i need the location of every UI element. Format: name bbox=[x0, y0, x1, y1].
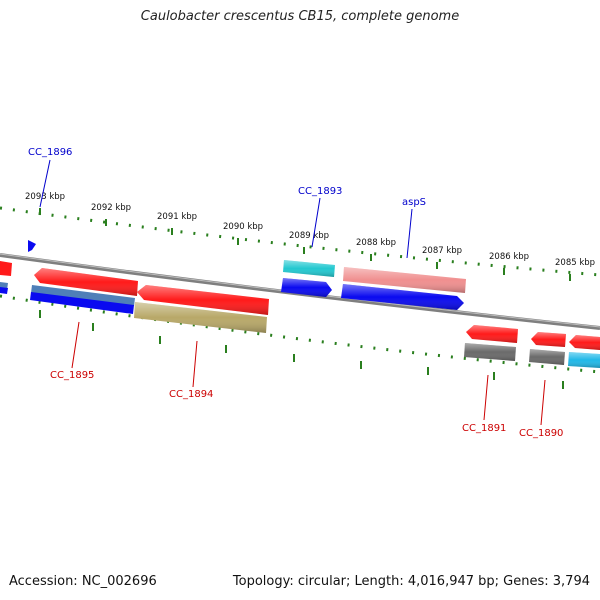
gene-label-leader bbox=[540, 379, 546, 426]
gene-label[interactable]: aspS bbox=[402, 197, 426, 208]
gene-feature-cc1896-marker[interactable] bbox=[28, 240, 36, 252]
tick-label: 2089 kbp bbox=[289, 231, 329, 241]
tick-label: 2086 kbp bbox=[489, 252, 529, 262]
major-ticks bbox=[39, 208, 571, 389]
gene-feature-cc1890-shade bbox=[529, 349, 565, 365]
gene-label-leader bbox=[39, 159, 51, 208]
tick-label: 2090 kbp bbox=[223, 222, 263, 232]
gene-label[interactable]: CC_1894 bbox=[169, 389, 213, 400]
gene-feature-cc1894-shade bbox=[134, 302, 267, 333]
tick-label: 2085 kbp bbox=[555, 258, 595, 268]
gene-label[interactable]: CC_1890 bbox=[519, 428, 563, 439]
gene-feature-asps-shade bbox=[343, 267, 466, 293]
gene-feature-cc1891-red-shade bbox=[466, 325, 518, 343]
gene-label[interactable]: CC_1891 bbox=[462, 423, 506, 434]
gene-label-leader bbox=[483, 374, 489, 421]
gene-feature-cc1890-red-shade bbox=[531, 332, 566, 347]
tick-label: 2088 kbp bbox=[356, 238, 396, 248]
gene-label-leader bbox=[192, 340, 198, 388]
gene-feature-cc1892-shade bbox=[281, 278, 332, 297]
gene-label-leader bbox=[71, 321, 80, 369]
gene-feature-cc1895[interactable] bbox=[31, 285, 135, 306]
map-title: Caulobacter crescentus CB15, complete ge… bbox=[140, 9, 460, 24]
gene-label[interactable]: CC_1896 bbox=[28, 147, 72, 158]
gene-feature-cc1895-blue[interactable] bbox=[30, 292, 134, 314]
accession-text: Accession: NC_002696 bbox=[9, 574, 157, 589]
forward-strand-features bbox=[28, 240, 466, 310]
tick-label: 2087 kbp bbox=[422, 246, 462, 256]
gene-feature-cc1893-shade bbox=[283, 260, 335, 277]
genome-summary-text: Topology: circular; Length: 4,016,947 bp… bbox=[232, 574, 590, 589]
gene-feature-cc1895-red-shade bbox=[34, 268, 138, 296]
tick-label: 2092 kbp bbox=[91, 203, 131, 213]
gene-feature-cc1894-red-shade bbox=[137, 285, 269, 315]
inner-ruler-track bbox=[0, 294, 600, 374]
gene-feature-left-edge-red[interactable] bbox=[0, 261, 12, 276]
gene-feature-left-edge-blue2[interactable] bbox=[0, 287, 8, 294]
gene-feature-right-edge-cyan-shade bbox=[568, 352, 600, 368]
gene-label-leader bbox=[311, 197, 321, 248]
gene-feature-aspS-low-shade bbox=[341, 284, 464, 310]
reverse-strand-features bbox=[0, 261, 600, 368]
tick-label: 2091 kbp bbox=[157, 212, 197, 222]
tick-labels: 2093 kbp 2092 kbp 2091 kbp 2090 kbp 2089 kbp… bbox=[25, 192, 595, 268]
gene-label[interactable]: CC_1895 bbox=[50, 370, 94, 381]
gene-feature-cc1891-shade bbox=[464, 343, 516, 361]
gene-feature-right-edge-red-shade bbox=[569, 335, 600, 350]
tick-label: 2093 kbp bbox=[25, 192, 65, 202]
gene-label[interactable]: CC_1893 bbox=[298, 186, 342, 197]
gene-labels: CC_1896 CC_1893 aspS CC_1895 CC_1894 CC_1891 C… bbox=[28, 147, 563, 439]
gene-label-leader bbox=[406, 208, 413, 259]
